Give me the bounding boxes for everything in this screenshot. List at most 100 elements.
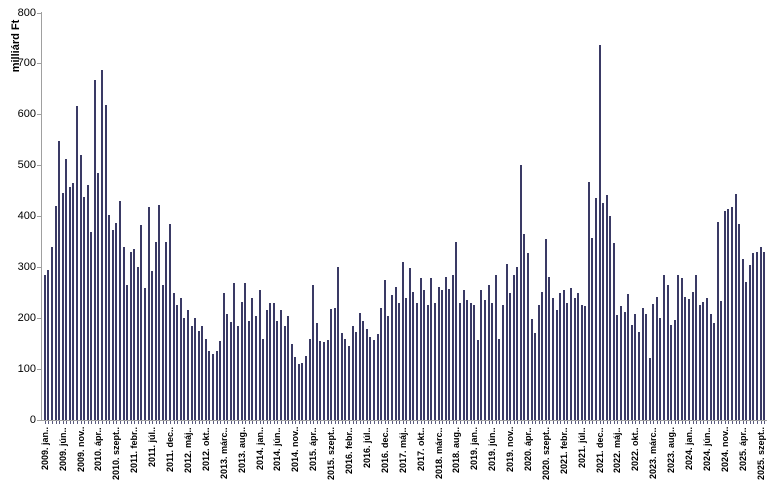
bar bbox=[713, 322, 716, 420]
y-tick-mark bbox=[37, 216, 41, 218]
bar bbox=[709, 313, 712, 420]
x-tick-mark bbox=[524, 421, 526, 424]
bar bbox=[591, 238, 594, 420]
bar bbox=[390, 295, 393, 420]
x-tick-mark bbox=[663, 421, 665, 424]
x-tick-mark bbox=[87, 421, 89, 424]
bar bbox=[76, 105, 78, 420]
bar bbox=[684, 296, 687, 420]
bar bbox=[505, 263, 508, 420]
bar bbox=[376, 334, 379, 420]
x-tick-mark bbox=[399, 421, 401, 424]
bar bbox=[544, 239, 547, 420]
x-tick-label: 2009. nov.. bbox=[75, 426, 86, 472]
bar bbox=[484, 300, 487, 420]
x-tick-mark bbox=[689, 421, 691, 424]
bar bbox=[512, 274, 515, 420]
x-tick-mark bbox=[431, 421, 433, 424]
x-tick-mark bbox=[513, 421, 515, 424]
bar bbox=[269, 302, 272, 420]
x-tick-mark bbox=[119, 421, 121, 424]
y-tick-label: 200 bbox=[17, 312, 36, 325]
x-tick-mark bbox=[578, 421, 580, 424]
bar bbox=[101, 69, 104, 420]
bar bbox=[208, 351, 211, 420]
x-tick-mark bbox=[270, 421, 272, 424]
x-tick-mark bbox=[649, 421, 651, 424]
x-tick-mark bbox=[137, 421, 139, 424]
x-tick-mark bbox=[155, 421, 157, 424]
x-tick-mark bbox=[739, 421, 741, 424]
y-tick-mark bbox=[37, 12, 41, 14]
bar bbox=[616, 315, 619, 420]
bar bbox=[369, 337, 372, 420]
x-tick-mark bbox=[159, 421, 161, 424]
bar bbox=[276, 320, 279, 420]
x-tick-mark bbox=[703, 421, 705, 424]
x-tick-mark bbox=[352, 421, 354, 424]
bar bbox=[476, 340, 479, 420]
x-tick-mark bbox=[316, 421, 318, 424]
x-tick-mark bbox=[442, 421, 444, 424]
bar bbox=[383, 279, 386, 420]
y-tick-label: 800 bbox=[17, 6, 36, 19]
bar bbox=[315, 323, 318, 420]
x-tick-mark bbox=[413, 421, 415, 424]
bar bbox=[176, 305, 179, 420]
x-tick-mark bbox=[717, 421, 719, 424]
x-tick-mark bbox=[635, 421, 637, 424]
y-tick-mark bbox=[37, 369, 41, 371]
x-tick-mark bbox=[445, 421, 447, 424]
bar bbox=[183, 318, 186, 420]
bar bbox=[344, 338, 347, 420]
x-tick-mark bbox=[220, 421, 222, 424]
x-tick-mark bbox=[753, 421, 755, 424]
bar bbox=[54, 206, 57, 420]
bar bbox=[58, 140, 61, 420]
bar bbox=[362, 320, 365, 420]
x-tick-mark bbox=[384, 421, 386, 424]
bar bbox=[416, 302, 419, 420]
bar bbox=[326, 339, 329, 420]
x-tick-label: 2025. szept.. bbox=[755, 426, 766, 480]
x-tick-mark bbox=[145, 421, 146, 424]
x-tick-mark bbox=[359, 421, 361, 424]
bar bbox=[623, 311, 626, 420]
x-tick-mark bbox=[255, 421, 257, 424]
x-tick-mark bbox=[535, 421, 537, 424]
bar bbox=[129, 251, 132, 420]
x-tick-mark bbox=[141, 421, 143, 424]
bar bbox=[458, 302, 461, 420]
x-tick-mark bbox=[356, 421, 358, 424]
x-tick-mark bbox=[631, 421, 633, 424]
x-tick-label: 2017. okt.. bbox=[415, 427, 426, 471]
x-tick-mark bbox=[556, 421, 558, 424]
x-tick-label: 2024. jan.. bbox=[684, 426, 695, 470]
bar bbox=[111, 230, 114, 420]
x-tick-mark bbox=[48, 421, 50, 424]
x-tick-mark bbox=[395, 421, 397, 424]
bar bbox=[79, 155, 82, 420]
bar bbox=[215, 351, 218, 420]
bar bbox=[659, 318, 662, 420]
x-tick-mark bbox=[459, 421, 461, 424]
bar bbox=[83, 197, 86, 420]
x-tick-mark bbox=[263, 421, 265, 424]
x-tick-mark bbox=[599, 421, 601, 424]
bar bbox=[552, 297, 555, 420]
x-tick-mark bbox=[567, 421, 569, 424]
bar bbox=[645, 313, 648, 420]
x-tick-mark bbox=[152, 421, 154, 424]
x-tick-mark bbox=[424, 421, 426, 424]
y-tick-label: 600 bbox=[17, 108, 36, 121]
x-tick-label: 2023. aug.. bbox=[666, 426, 677, 473]
x-tick-mark bbox=[130, 421, 132, 424]
bar bbox=[158, 204, 161, 420]
x-tick-mark bbox=[427, 421, 429, 424]
x-tick-mark bbox=[62, 421, 64, 424]
bar bbox=[577, 292, 580, 420]
x-tick-mark bbox=[195, 421, 197, 424]
x-tick-label: 2024. nov.. bbox=[719, 426, 730, 472]
x-tick-mark bbox=[370, 421, 372, 424]
x-tick-mark bbox=[273, 421, 275, 424]
